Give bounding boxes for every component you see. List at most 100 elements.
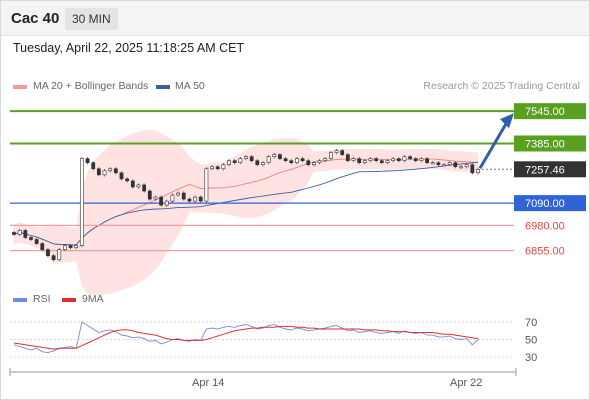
level-label-box-7545.00 <box>514 103 586 120</box>
timestamp: Tuesday, April 22, 2025 11:18:25 AM CET <box>13 41 245 55</box>
candle-body <box>142 184 147 192</box>
research-credit: Research © 2025 Trading Central <box>423 80 580 92</box>
candle-body <box>345 154 350 161</box>
candle-body <box>46 249 50 256</box>
level-label-6855.00: 6855.00 <box>525 246 565 258</box>
candle-body <box>244 156 248 159</box>
candle-body <box>125 178 130 182</box>
ma9-legend-label: 9MA <box>82 293 104 305</box>
rsi-legend-label: RSI <box>33 293 51 305</box>
ma50-legend-swatch <box>156 85 170 89</box>
candle-body <box>442 164 446 167</box>
candle-body <box>51 255 56 261</box>
ma50-legend-label: MA 50 <box>175 80 205 92</box>
candle-body <box>408 156 412 159</box>
rsi-line <box>13 321 479 354</box>
candle-body <box>136 184 141 188</box>
header-bar: Cac 40 30 MIN <box>1 1 589 36</box>
candle-body <box>402 156 407 161</box>
candle-body <box>68 245 73 248</box>
candle-body <box>306 160 311 166</box>
candle-body <box>204 168 209 202</box>
candle-body <box>266 156 271 164</box>
candle-body <box>396 158 401 161</box>
candle-body <box>210 166 214 170</box>
candle-body <box>12 232 16 235</box>
candle-body <box>362 160 367 164</box>
candle-body <box>374 158 379 161</box>
candle-body <box>413 158 418 161</box>
candle-body <box>17 230 22 235</box>
candle-body <box>430 162 435 165</box>
bollinger-band <box>14 129 478 296</box>
candle-body <box>391 158 396 161</box>
candle-body <box>300 158 305 161</box>
candle-body <box>470 164 475 174</box>
candle-body <box>334 150 339 153</box>
candle-body <box>453 162 458 168</box>
candle-body <box>368 158 373 161</box>
candle-body <box>40 243 45 250</box>
candle-body <box>328 152 333 159</box>
ma20-legend-label: MA 20 + Bollinger Bands <box>33 80 149 92</box>
ma9-legend-swatch <box>62 298 76 302</box>
candle-body <box>447 162 452 166</box>
candle-body <box>312 162 316 166</box>
candle-body <box>74 245 79 248</box>
level-label-7090.00: 7090.00 <box>525 198 565 210</box>
candle-body <box>113 168 118 174</box>
candle-body <box>379 160 384 164</box>
candle-body <box>323 158 328 161</box>
candle-body <box>29 237 33 240</box>
rsi-tick-50: 50 <box>525 335 537 347</box>
level-label-7385.00: 7385.00 <box>525 139 565 151</box>
rsi-tick-30: 30 <box>525 352 537 364</box>
candle-body <box>476 168 480 174</box>
candle-body <box>295 158 299 164</box>
candle-body <box>459 166 463 169</box>
candle-body <box>283 158 288 161</box>
level-label-box-7385.00 <box>514 135 586 152</box>
candle-body <box>232 160 237 164</box>
candle-body <box>108 168 113 172</box>
candle-body <box>249 156 254 161</box>
candle-body <box>164 200 169 206</box>
level-label-7545.00: 7545.00 <box>525 106 565 118</box>
candle-body <box>80 158 84 246</box>
candle-body <box>23 230 28 238</box>
level-label-box-7090.00 <box>514 195 586 212</box>
candle-body <box>425 158 429 164</box>
forecast-arrow-shaft <box>478 121 509 170</box>
candle-body <box>215 166 220 170</box>
candle-body <box>187 198 192 202</box>
candle-body <box>255 160 260 166</box>
timeframe-button[interactable]: 30 MIN <box>65 8 118 30</box>
candle-body <box>147 190 152 200</box>
candle-body <box>34 239 39 244</box>
level-label-6980.00: 6980.00 <box>525 220 565 232</box>
candle-body <box>227 160 231 166</box>
candle-body <box>159 196 164 206</box>
candle-body <box>193 196 197 202</box>
candle-body <box>340 150 345 155</box>
candle-body <box>63 245 67 250</box>
candle-body <box>198 196 203 202</box>
candle-body <box>91 162 96 170</box>
ma20-legend-swatch <box>13 85 27 89</box>
candle-body <box>221 164 226 170</box>
rsi-legend-swatch <box>13 298 27 302</box>
candle-body <box>102 170 107 176</box>
ma50-line <box>13 161 479 246</box>
level-label-7257.46: 7257.46 <box>525 164 565 176</box>
candle-body <box>419 158 424 161</box>
candle-body <box>464 164 469 168</box>
candle-body <box>278 154 282 159</box>
candle-body <box>96 168 101 176</box>
candle-body <box>85 158 90 164</box>
candle-body <box>176 192 180 196</box>
x-tick-label-2: Apr 22 <box>450 377 483 389</box>
x-tick-label-1: Apr 14 <box>192 377 225 389</box>
candle-body <box>351 158 356 161</box>
candle-body <box>238 158 243 164</box>
